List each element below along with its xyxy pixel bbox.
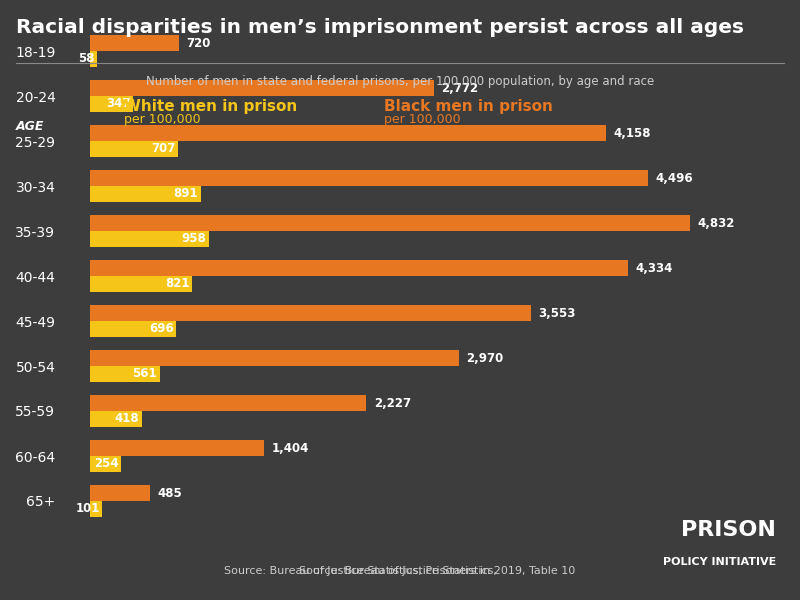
Bar [90,395,366,411]
Text: AGE: AGE [16,120,44,133]
Text: POLICY INITIATIVE: POLICY INITIATIVE [662,557,776,567]
Text: 561: 561 [133,367,157,380]
Text: White men in prison: White men in prison [124,99,298,114]
Text: 2,227: 2,227 [374,397,411,410]
Text: 58: 58 [78,52,94,65]
Bar [90,186,201,202]
Bar [90,231,209,247]
Text: 347: 347 [106,97,130,110]
Text: 2,970: 2,970 [466,352,503,365]
Bar [90,456,122,472]
Text: 696: 696 [149,322,174,335]
Text: 4,832: 4,832 [697,217,734,230]
Text: 821: 821 [165,277,190,290]
Bar [90,485,150,501]
Bar [90,501,102,517]
Text: Source: Bureau of Justice Statistics, Prisoners in 2019, Table 10: Source: Bureau of Justice Statistics, Pr… [224,566,576,576]
Text: 4,496: 4,496 [655,172,693,185]
Bar [90,305,531,321]
Text: 254: 254 [94,457,119,470]
Text: Black men in prison: Black men in prison [384,99,553,114]
Bar [90,35,179,51]
Bar [90,170,648,186]
Text: 4,334: 4,334 [635,262,673,275]
Text: 101: 101 [76,502,100,515]
Bar [90,366,159,382]
Bar [90,440,264,456]
Bar [90,51,97,67]
Text: PRISON: PRISON [681,520,776,540]
Text: 3,553: 3,553 [538,307,576,320]
Text: 891: 891 [174,187,198,200]
Text: 418: 418 [114,412,139,425]
Text: 2,772: 2,772 [442,82,478,95]
Bar [90,80,434,96]
Bar [90,125,606,141]
Text: 4,158: 4,158 [614,127,651,140]
Text: 958: 958 [182,232,206,245]
Bar [90,350,458,366]
Text: Number of men in state and federal prisons, per 100,000 population, by age and r: Number of men in state and federal priso… [146,75,654,88]
Text: per 100,000: per 100,000 [124,113,201,126]
Bar [90,215,690,231]
Bar [90,321,176,337]
Text: 485: 485 [158,487,182,500]
Text: 720: 720 [186,37,211,50]
Text: 707: 707 [151,142,175,155]
Bar [90,276,192,292]
Text: 1,404: 1,404 [272,442,309,455]
Bar [90,411,142,427]
Text: Source: Bureau of Justice Statistics,: Source: Bureau of Justice Statistics, [299,566,501,576]
Bar [90,96,133,112]
Bar [90,141,178,157]
Text: per 100,000: per 100,000 [384,113,461,126]
Bar [90,260,628,276]
Text: Racial disparities in men’s imprisonment persist across all ages: Racial disparities in men’s imprisonment… [16,18,744,37]
